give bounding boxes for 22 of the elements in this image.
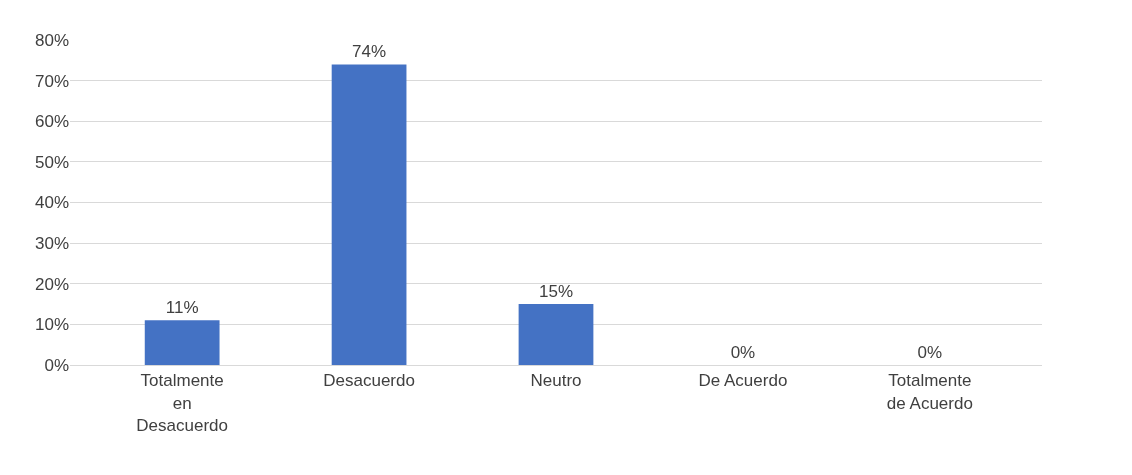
y-tick-label: 50% <box>34 152 69 172</box>
y-tick-label: 10% <box>34 315 69 335</box>
data-label: 11% <box>165 298 199 318</box>
x-tick-label: De Acuerdo <box>698 371 788 391</box>
data-label: 0% <box>917 343 943 362</box>
bar <box>518 304 594 365</box>
x-tick-label: Neutro <box>530 371 582 391</box>
data-label: 74% <box>352 42 387 62</box>
x-tick-label: Desacuerdo <box>323 371 415 391</box>
y-tick-label: 40% <box>34 193 69 213</box>
y-tick-label: 70% <box>34 71 69 91</box>
y-tick-label: 60% <box>34 112 69 132</box>
bar <box>331 64 407 365</box>
y-tick-label: 80% <box>34 30 69 50</box>
x-tick-label: Totalmente en Desacuerdo <box>136 371 228 435</box>
bar <box>144 320 220 365</box>
y-tick-label: 0% <box>44 355 69 375</box>
x-tick-label: Totalmente de Acuerdo <box>886 371 973 413</box>
data-label: 15% <box>538 282 574 302</box>
y-tick-label: 20% <box>34 274 69 294</box>
y-tick-label: 30% <box>34 234 69 254</box>
data-label: 0% <box>730 343 756 362</box>
